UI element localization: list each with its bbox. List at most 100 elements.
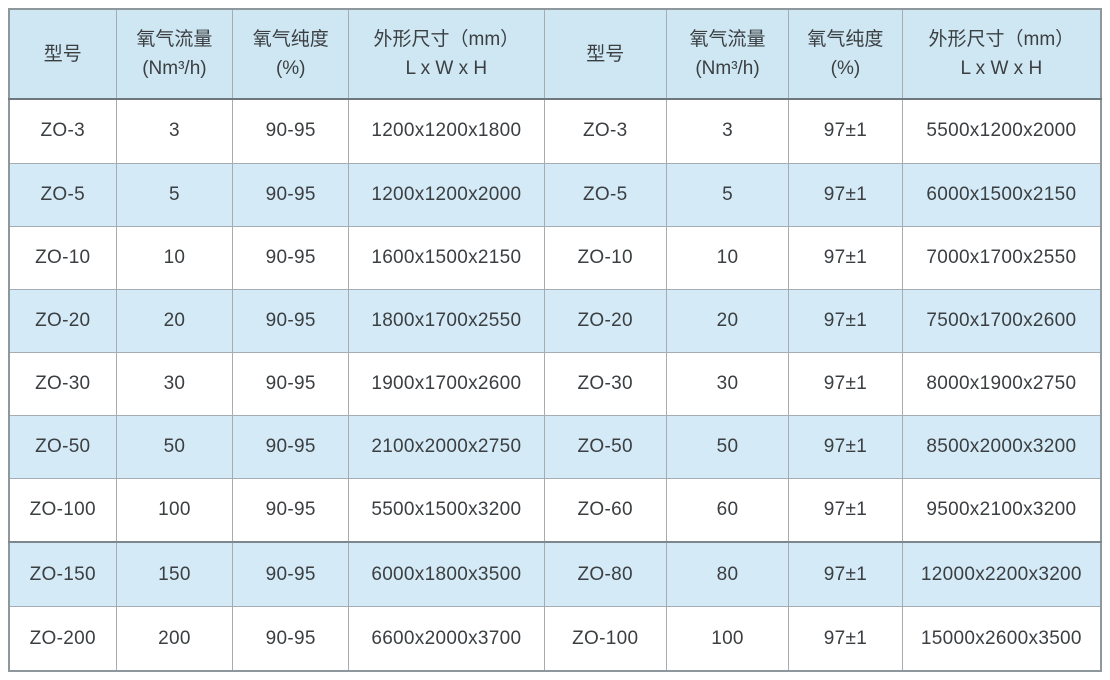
- table-cell: ZO-3: [543, 98, 667, 164]
- table-cell: 15000x2600x3500: [901, 606, 1102, 672]
- column-header-line: (%): [275, 58, 306, 79]
- table-cell: 97±1: [788, 414, 903, 479]
- column-header-line: (%): [830, 58, 861, 79]
- table-cell: 97±1: [788, 288, 903, 353]
- table-cell: 97±1: [788, 606, 903, 672]
- table-cell: 3: [665, 98, 790, 164]
- table-row: ZO-5 5 90-95 1200x1200x2000 ZO-5 5 97±1 6000x15…: [8, 162, 1102, 227]
- table-cell: 5500x1200x2000: [901, 98, 1102, 164]
- table-row: ZO-100 100 90-95 5500x1500x3200 ZO-60 60 97±1 9…: [8, 477, 1102, 543]
- table-cell: 97±1: [788, 351, 903, 416]
- table-row: ZO-50 50 90-95 2100x2000x2750 ZO-50 50 97±1 850…: [8, 414, 1102, 479]
- table-cell: 100: [115, 477, 234, 543]
- table-cell: 50: [665, 414, 790, 479]
- table-cell: 6000x1800x3500: [348, 541, 545, 608]
- column-header-dimensions-left: 外形尺寸（mm） L x W x H: [348, 8, 545, 100]
- table-cell: 90-95: [232, 288, 350, 353]
- table-cell: ZO-10: [8, 225, 117, 290]
- table-cell: ZO-30: [543, 351, 667, 416]
- spec-table: 型号 氧气流量 (Nm³/h) 氧气纯度 (%) 外形尺寸（mm） L x W x H 型号 氧…: [8, 8, 1102, 672]
- table-cell: 30: [665, 351, 790, 416]
- column-header-line: 氧气流量: [689, 29, 766, 50]
- column-header-line: L x W x H: [405, 58, 488, 79]
- table-cell: 200: [115, 606, 234, 672]
- table-cell: 97±1: [788, 225, 903, 290]
- table-cell: 6600x2000x3700: [348, 606, 545, 672]
- table-cell: 100: [665, 606, 790, 672]
- table-cell: 150: [115, 541, 234, 608]
- table-cell: 97±1: [788, 162, 903, 227]
- table-cell: 90-95: [232, 541, 350, 608]
- table-cell: 3: [115, 98, 234, 164]
- table-cell: 12000x2200x3200: [901, 541, 1102, 608]
- table-cell: 9500x2100x3200: [901, 477, 1102, 543]
- table-header-row: 型号 氧气流量 (Nm³/h) 氧气纯度 (%) 外形尺寸（mm） L x W x H 型号 氧…: [8, 8, 1102, 100]
- table-row: ZO-150 150 90-95 6000x1800x3500 ZO-80 80 97±1 1…: [8, 541, 1102, 608]
- table-cell: 80: [665, 541, 790, 608]
- table-row: ZO-20 20 90-95 1800x1700x2550 ZO-20 20 97±1 750…: [8, 288, 1102, 353]
- column-header-line: (Nm³/h): [695, 58, 760, 79]
- table-cell: 2100x2000x2750: [348, 414, 545, 479]
- table-cell: 90-95: [232, 606, 350, 672]
- table-cell: ZO-150: [8, 541, 117, 608]
- table-cell: 97±1: [788, 98, 903, 164]
- table-cell: 10: [665, 225, 790, 290]
- table-cell: 50: [115, 414, 234, 479]
- table-cell: 1800x1700x2550: [348, 288, 545, 353]
- table-header: 型号 氧气流量 (Nm³/h) 氧气纯度 (%) 外形尺寸（mm） L x W x H 型号 氧…: [8, 8, 1102, 100]
- column-header-line: 型号: [43, 43, 82, 65]
- column-header-model-right: 型号: [543, 8, 667, 100]
- table-cell: 60: [665, 477, 790, 543]
- table-cell: 90-95: [232, 414, 350, 479]
- table-cell: 1200x1200x2000: [348, 162, 545, 227]
- column-header-line: (Nm³/h): [142, 58, 207, 79]
- table-cell: 30: [115, 351, 234, 416]
- column-header-line: 外形尺寸（mm）: [373, 29, 520, 50]
- table-cell: 1900x1700x2600: [348, 351, 545, 416]
- column-header-oxygen-flow-left: 氧气流量 (Nm³/h): [115, 8, 234, 100]
- table-cell: 5: [665, 162, 790, 227]
- table-cell: 8500x2000x3200: [901, 414, 1102, 479]
- table-cell: ZO-20: [8, 288, 117, 353]
- table-cell: 90-95: [232, 98, 350, 164]
- table-cell: 10: [115, 225, 234, 290]
- table-row: ZO-30 30 90-95 1900x1700x2600 ZO-30 30 97±1 800…: [8, 351, 1102, 416]
- table-cell: 5: [115, 162, 234, 227]
- column-header-line: L x W x H: [960, 58, 1043, 79]
- column-header-oxygen-purity-right: 氧气纯度 (%): [788, 8, 903, 100]
- table-cell: ZO-60: [543, 477, 667, 543]
- table-row: ZO-3 3 90-95 1200x1200x1800 ZO-3 3 97±1 5500x12…: [8, 98, 1102, 164]
- table-cell: 90-95: [232, 162, 350, 227]
- table-cell: 20: [665, 288, 790, 353]
- column-header-model-left: 型号: [8, 8, 117, 100]
- table-cell: 8000x1900x2750: [901, 351, 1102, 416]
- column-header-line: 氧气流量: [136, 29, 213, 50]
- column-header-line: 外形尺寸（mm）: [928, 29, 1075, 50]
- column-header-oxygen-flow-right: 氧气流量 (Nm³/h): [665, 8, 790, 100]
- table-body: ZO-3 3 90-95 1200x1200x1800 ZO-3 3 97±1 5500x12…: [8, 98, 1102, 672]
- table-cell: 6000x1500x2150: [901, 162, 1102, 227]
- table-cell: ZO-200: [8, 606, 117, 672]
- table-cell: ZO-50: [543, 414, 667, 479]
- table-cell: 90-95: [232, 477, 350, 543]
- table-cell: ZO-80: [543, 541, 667, 608]
- table-cell: 97±1: [788, 541, 903, 608]
- table-cell: 90-95: [232, 351, 350, 416]
- table-cell: ZO-5: [543, 162, 667, 227]
- table-cell: ZO-30: [8, 351, 117, 416]
- table-row: ZO-200 200 90-95 6600x2000x3700 ZO-100 100 97±…: [8, 606, 1102, 672]
- table-cell: 1200x1200x1800: [348, 98, 545, 164]
- table-cell: 20: [115, 288, 234, 353]
- table-cell: ZO-100: [8, 477, 117, 543]
- table-cell: 1600x1500x2150: [348, 225, 545, 290]
- column-header-line: 氧气纯度: [252, 29, 329, 50]
- table-cell: 7500x1700x2600: [901, 288, 1102, 353]
- table-cell: ZO-100: [543, 606, 667, 672]
- table-cell: ZO-50: [8, 414, 117, 479]
- table-cell: 5500x1500x3200: [348, 477, 545, 543]
- table-cell: 7000x1700x2550: [901, 225, 1102, 290]
- table-cell: ZO-3: [8, 98, 117, 164]
- table-cell: ZO-20: [543, 288, 667, 353]
- table-cell: 90-95: [232, 225, 350, 290]
